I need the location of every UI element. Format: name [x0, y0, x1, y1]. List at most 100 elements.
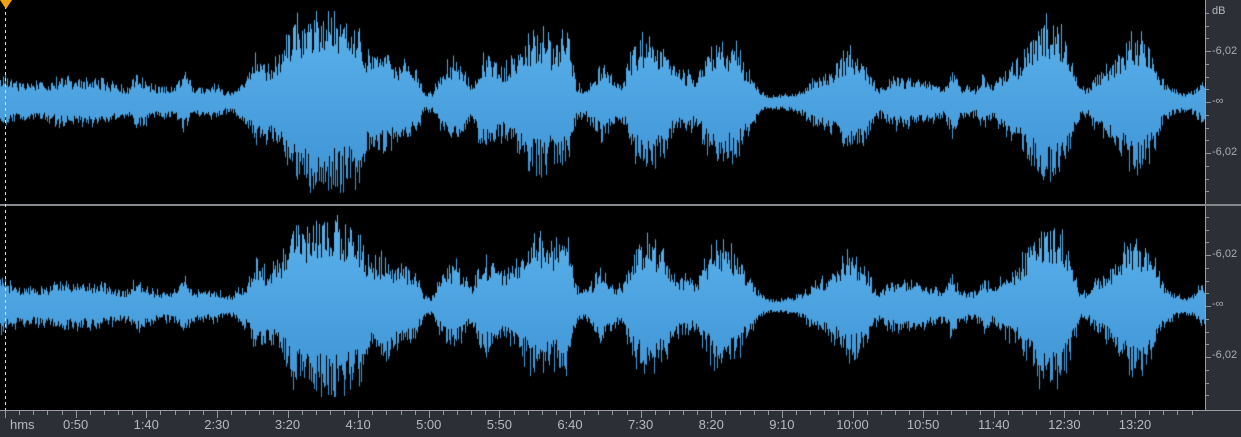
ruler-tick: [1093, 411, 1094, 415]
db-scale-tick: [1206, 179, 1209, 180]
ruler-tick: [584, 411, 585, 415]
ruler-tick: [19, 411, 20, 415]
ruler-tick: [358, 411, 359, 418]
db-scale-tick: [1206, 51, 1211, 52]
db-scale-tick: [1206, 13, 1209, 14]
ruler-tick: [175, 411, 176, 415]
ruler-tick: [683, 411, 684, 415]
ruler-tick: [782, 411, 783, 418]
ruler-time-label: 10:00: [836, 417, 869, 432]
ruler-tick: [824, 411, 825, 415]
db-scale-tick: [1206, 268, 1209, 269]
ruler-time-label: 1:40: [133, 417, 159, 432]
ruler-tick: [514, 411, 515, 415]
db-scale-label: -∞: [1212, 95, 1224, 107]
ruler-tick: [146, 411, 147, 418]
ruler-time-label: 12:30: [1048, 417, 1081, 432]
ruler-tick: [796, 411, 797, 415]
ruler-tick: [457, 411, 458, 415]
ruler-time-label: 11:40: [977, 417, 1010, 432]
ruler-tick: [1107, 411, 1108, 415]
ruler-time-label: 0:50: [62, 417, 89, 432]
ruler-tick: [923, 411, 924, 418]
ruler-tick: [1192, 411, 1193, 415]
ruler-tick: [909, 411, 910, 415]
ruler-tick: [499, 411, 500, 418]
ruler-tick: [386, 411, 387, 415]
ruler-tick: [76, 411, 77, 418]
db-scale-tick: [1206, 255, 1211, 256]
ruler-tick: [669, 411, 670, 415]
db-scale-tick: [1206, 306, 1211, 307]
db-scale-tick: [1206, 128, 1209, 129]
ruler-tick: [259, 411, 260, 415]
ruler-tick: [711, 411, 712, 418]
ruler-tick: [288, 411, 289, 418]
ruler-tick: [316, 411, 317, 415]
ruler-tick: [160, 411, 161, 415]
db-unit-label: dB: [1212, 5, 1226, 17]
ruler-time-label: 13:20: [1118, 417, 1152, 432]
db-scale-label: -∞: [1212, 298, 1224, 310]
ruler-tick: [627, 411, 628, 415]
ruler-tick: [881, 411, 882, 415]
db-scale-tick: [1206, 344, 1209, 345]
ruler-time-label: 5:00: [416, 417, 442, 432]
ruler-tick: [132, 411, 133, 415]
ruler-tick: [47, 411, 48, 415]
db-scale-tick: [1206, 281, 1209, 282]
ruler-tick: [697, 411, 698, 415]
ruler-tick: [570, 411, 571, 418]
db-scale-label: -6,02: [1212, 248, 1238, 260]
ruler-tick: [740, 411, 741, 415]
ruler-tick: [104, 411, 105, 415]
ruler-tick: [754, 411, 755, 415]
ruler-tick: [1036, 411, 1037, 415]
ruler-tick: [118, 411, 119, 415]
ruler-tick: [838, 411, 839, 415]
ruler-tick: [951, 411, 952, 415]
ruler-time-label: 4:10: [345, 417, 371, 432]
ruler-tick: [725, 411, 726, 415]
ruler-tick: [1177, 411, 1178, 415]
ruler-tick: [443, 411, 444, 415]
ruler-tick: [415, 411, 416, 415]
ruler-tick: [62, 411, 63, 415]
ruler-tick: [1050, 411, 1051, 415]
ruler-time-label: 10:50: [906, 417, 940, 432]
ruler-tick: [1163, 411, 1164, 415]
ruler-tick: [1022, 411, 1023, 415]
db-scale-label: -6,02: [1212, 349, 1238, 361]
ruler-time-label: 5:50: [486, 417, 513, 432]
db-scale-label: -6,02: [1212, 45, 1238, 57]
ruler-tick: [1135, 411, 1136, 418]
time-ruler[interactable]: hms 0:50 1:40 2:30 3:20 4:10 5:00 5:50 6:40 7:30…: [0, 410, 1241, 437]
ruler-tick: [598, 411, 599, 415]
ruler-tick: [641, 411, 642, 418]
db-scale-label: -6,02: [1212, 146, 1238, 158]
db-scale-tick: [1206, 64, 1209, 65]
ruler-tick: [485, 411, 486, 415]
db-scale-tick: [1206, 332, 1209, 333]
ruler-tick: [33, 411, 34, 415]
ruler-tick: [471, 411, 472, 415]
db-scale-tick: [1206, 77, 1209, 78]
db-scale-tick: [1206, 230, 1209, 231]
db-scale-tick: [1206, 217, 1209, 218]
ruler-time-label: 8:20: [698, 417, 724, 432]
db-scale-tick: [1206, 166, 1209, 167]
ruler-tick: [330, 411, 331, 415]
ruler-tick: [217, 411, 218, 418]
ruler-tick: [273, 411, 274, 415]
db-scale-tick: [1206, 242, 1209, 243]
ruler-tick: [203, 411, 204, 415]
ruler-tick: [542, 411, 543, 415]
ruler-tick: [853, 411, 854, 418]
ruler-tick: [189, 411, 190, 415]
ruler-tick: [344, 411, 345, 415]
ruler-tick: [372, 411, 373, 415]
ruler-tick: [1008, 411, 1009, 415]
playhead-marker-icon[interactable]: [0, 0, 12, 9]
ruler-time-label: 7:30: [627, 417, 654, 432]
